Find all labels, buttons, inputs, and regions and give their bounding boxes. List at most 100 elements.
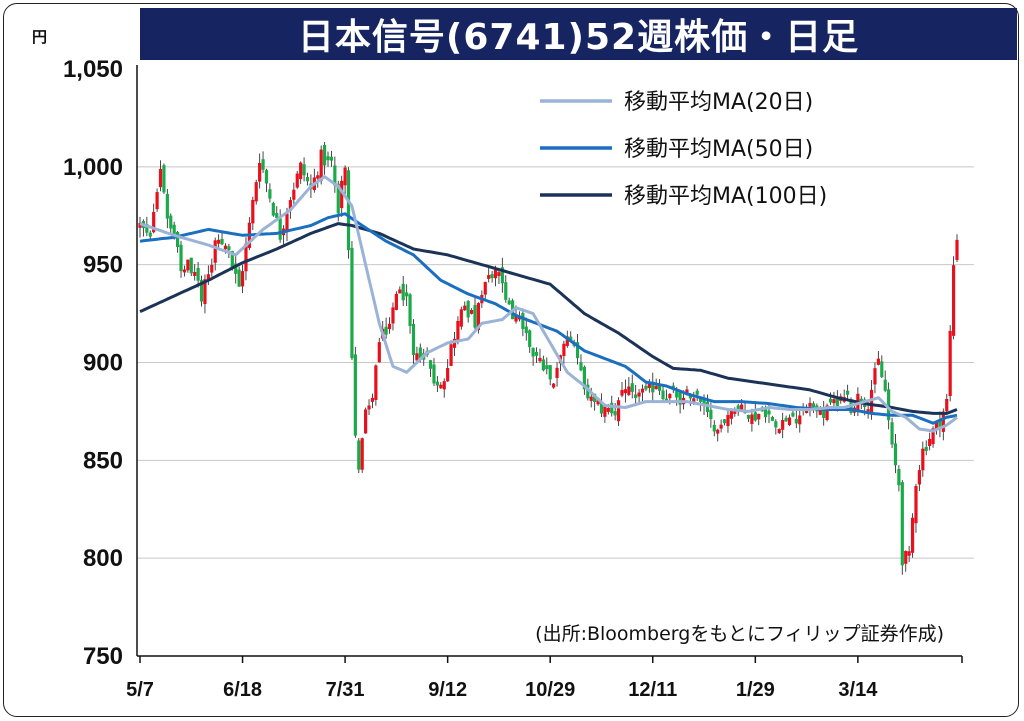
candle-body	[531, 347, 535, 357]
candle	[302, 157, 306, 182]
candle	[757, 413, 761, 426]
grid-lines	[136, 65, 974, 657]
candle	[507, 297, 511, 305]
candle-body	[620, 390, 624, 396]
candle	[524, 317, 528, 341]
candle-body	[244, 243, 248, 272]
candle-body	[538, 357, 542, 362]
candle-body	[210, 264, 214, 273]
candle-body	[808, 402, 812, 407]
x-axis-ticks: 5/7 6/18 7/31 9/12 10/29 12/11 1/29 3/14	[126, 656, 963, 701]
candle	[545, 357, 549, 375]
candle-body	[237, 269, 241, 287]
candle-body	[616, 400, 621, 422]
candle-body	[203, 279, 207, 304]
candle-body	[179, 244, 183, 272]
candle	[176, 230, 180, 253]
candle-body	[582, 366, 586, 390]
candle-body	[794, 418, 798, 424]
candle-body	[548, 365, 552, 380]
candle	[784, 415, 788, 422]
candle-body	[562, 343, 566, 357]
candle	[630, 374, 634, 399]
candle	[357, 438, 361, 474]
candle-body	[350, 247, 354, 359]
candle	[377, 337, 381, 363]
candle-body	[278, 218, 282, 240]
candle-body	[951, 265, 956, 336]
candle-body	[695, 390, 699, 395]
candle	[798, 409, 802, 433]
candle-body	[880, 361, 884, 378]
candle	[442, 378, 446, 398]
candle	[955, 234, 959, 262]
candle	[322, 142, 327, 175]
moving-average-lines	[139, 175, 958, 433]
candle-body	[890, 422, 894, 445]
candle-body	[596, 400, 600, 405]
candle-body	[193, 272, 197, 276]
candle-body	[873, 368, 877, 385]
candle	[746, 414, 751, 422]
candle-body	[702, 398, 706, 407]
candle	[281, 225, 286, 245]
candle-body	[733, 409, 737, 414]
candle-body	[599, 402, 604, 414]
candle-body	[138, 223, 142, 228]
candle	[367, 399, 371, 416]
candle-body	[319, 149, 323, 181]
candle	[439, 382, 443, 390]
candle-body	[446, 368, 450, 382]
candle-body	[647, 383, 651, 388]
candle-body	[893, 443, 898, 466]
candle-body	[346, 170, 351, 251]
candle-body	[377, 342, 381, 363]
candle-body	[271, 202, 275, 216]
candle-body	[487, 275, 491, 279]
candle	[469, 308, 474, 315]
candle-body	[415, 353, 419, 361]
candle	[815, 403, 819, 418]
candle-body	[729, 410, 733, 419]
candle-body	[326, 156, 330, 161]
candle-body	[435, 381, 440, 386]
candle	[401, 276, 405, 306]
candle-body	[401, 283, 405, 301]
candle	[500, 257, 504, 293]
candle	[794, 410, 798, 429]
candle-body	[678, 392, 682, 405]
candle-body	[367, 405, 371, 410]
candle-body	[541, 359, 545, 371]
candle	[459, 306, 463, 330]
source-note: (出所:Bloombergをもとにフィリップ証券作成)	[535, 623, 944, 645]
candle-body	[500, 267, 504, 284]
candle-body	[569, 336, 573, 341]
candle-body	[887, 389, 891, 421]
candle-body	[483, 281, 487, 295]
candle-body	[726, 414, 730, 427]
candle	[237, 266, 241, 287]
candle	[271, 201, 275, 217]
candle-body	[254, 182, 258, 202]
candle	[552, 382, 556, 389]
candle-body	[634, 394, 638, 399]
candle	[405, 284, 409, 306]
candle-body	[811, 403, 816, 408]
candle-body	[206, 274, 210, 280]
candle-body	[904, 551, 908, 564]
candle	[555, 362, 559, 387]
y-tick-label: 1,050	[63, 56, 123, 83]
candle-body	[322, 144, 327, 166]
candle	[846, 384, 850, 399]
candle	[186, 259, 190, 273]
candle-body	[555, 367, 559, 379]
candle-body	[162, 165, 166, 193]
candle	[716, 428, 720, 442]
candle	[408, 293, 412, 334]
candle	[876, 351, 880, 366]
candle	[770, 415, 775, 422]
candle-body	[408, 294, 412, 326]
candle	[391, 302, 395, 331]
candle	[948, 325, 952, 402]
